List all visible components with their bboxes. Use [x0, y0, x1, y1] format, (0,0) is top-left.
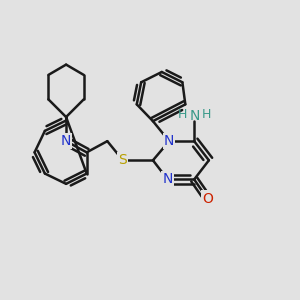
Text: N: N: [164, 134, 174, 148]
Text: H: H: [202, 109, 211, 122]
Text: H: H: [178, 109, 187, 122]
Text: S: S: [118, 153, 127, 167]
Text: O: O: [202, 192, 213, 206]
Text: N: N: [61, 134, 71, 148]
Text: N: N: [190, 109, 200, 123]
Text: N: N: [163, 172, 173, 186]
